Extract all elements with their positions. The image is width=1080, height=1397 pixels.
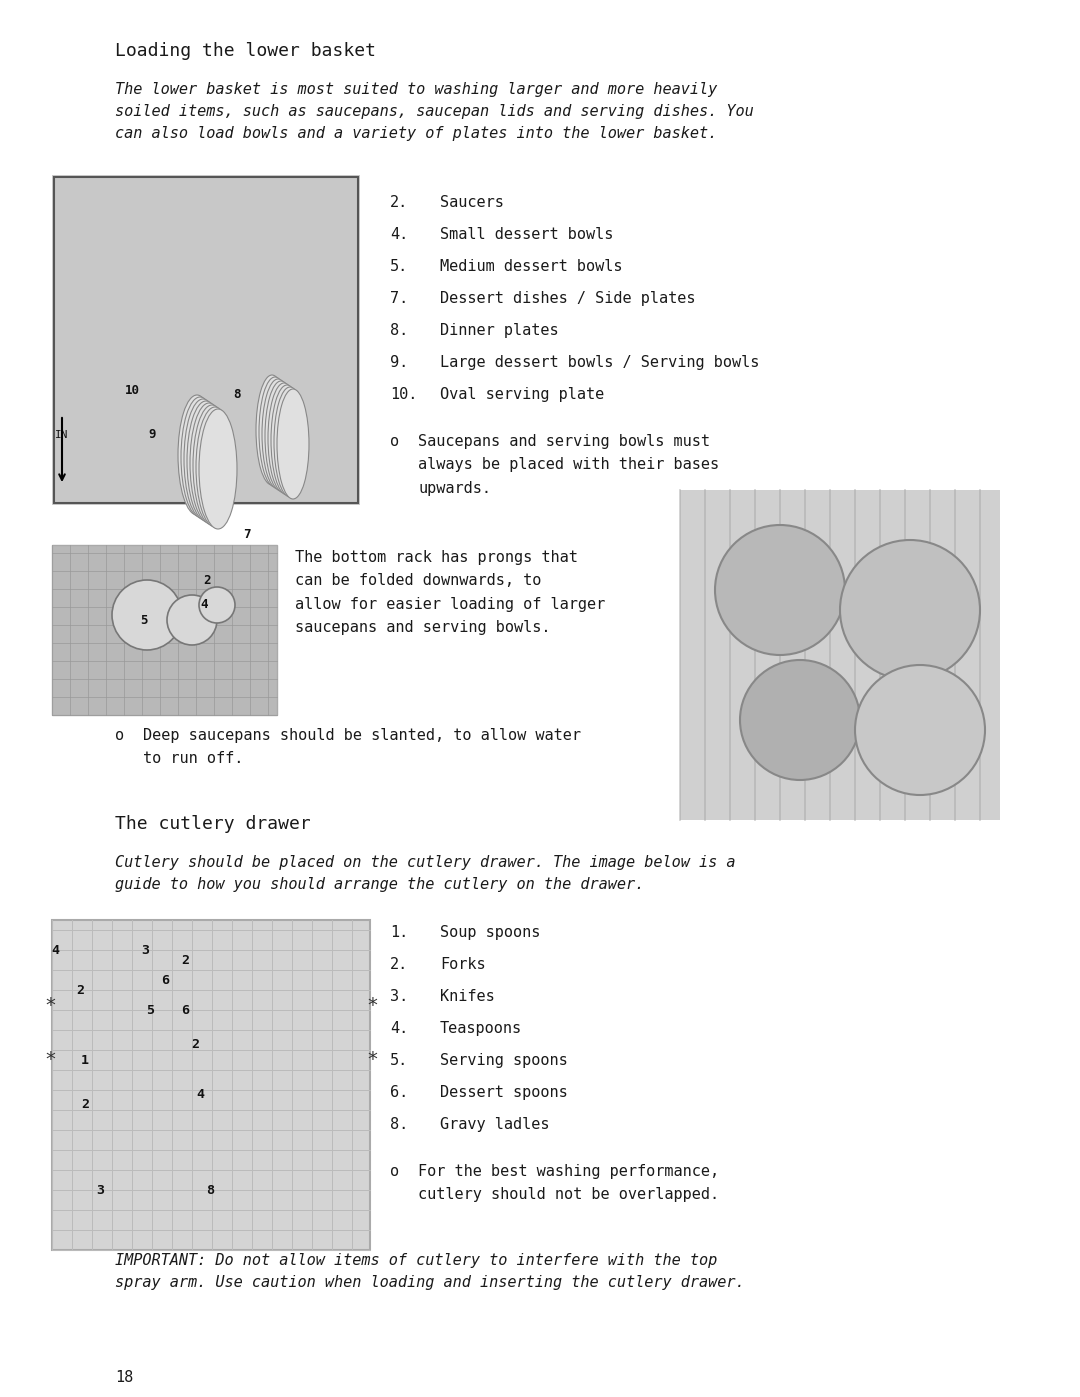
Text: 8.: 8. — [390, 323, 408, 338]
Text: 2.: 2. — [390, 957, 408, 972]
Circle shape — [715, 525, 845, 655]
Text: 9.: 9. — [390, 355, 408, 370]
Ellipse shape — [193, 405, 231, 525]
Text: *: * — [367, 1051, 377, 1070]
Text: 6.: 6. — [390, 1085, 408, 1099]
Text: 8.: 8. — [390, 1118, 408, 1132]
Text: Oval serving plate: Oval serving plate — [440, 387, 604, 402]
Ellipse shape — [190, 402, 228, 522]
Bar — [52, 545, 276, 715]
Text: 5: 5 — [140, 613, 148, 626]
Text: Forks: Forks — [440, 957, 486, 972]
Text: The lower basket is most suited to washing larger and more heavily
soiled items,: The lower basket is most suited to washi… — [114, 82, 754, 141]
Text: 1: 1 — [81, 1053, 89, 1066]
Text: 10: 10 — [124, 384, 139, 397]
Text: Deep saucepans should be slanted, to allow water
to run off.: Deep saucepans should be slanted, to all… — [143, 728, 581, 767]
Ellipse shape — [274, 387, 306, 497]
Circle shape — [740, 659, 860, 780]
Text: For the best washing performance,
cutlery should not be overlapped.: For the best washing performance, cutler… — [418, 1164, 719, 1203]
Text: Dessert spoons: Dessert spoons — [440, 1085, 568, 1099]
Text: Serving spoons: Serving spoons — [440, 1053, 568, 1067]
Circle shape — [167, 595, 217, 645]
Text: o: o — [390, 434, 400, 448]
Text: Saucepans and serving bowls must
always be placed with their bases
upwards.: Saucepans and serving bowls must always … — [418, 434, 719, 496]
Text: Soup spoons: Soup spoons — [440, 925, 540, 940]
Text: Saucers: Saucers — [440, 196, 504, 210]
Text: 2: 2 — [81, 1098, 89, 1112]
Text: Medium dessert bowls: Medium dessert bowls — [440, 258, 622, 274]
Text: 7: 7 — [243, 528, 251, 542]
Text: 4.: 4. — [390, 226, 408, 242]
Text: 8: 8 — [206, 1183, 214, 1196]
Text: 3: 3 — [141, 943, 149, 957]
Text: 10.: 10. — [390, 387, 417, 402]
Text: 2: 2 — [76, 983, 84, 996]
Ellipse shape — [271, 386, 303, 495]
Circle shape — [855, 665, 985, 795]
Text: 5.: 5. — [390, 1053, 408, 1067]
Circle shape — [840, 541, 980, 680]
Text: Dessert dishes / Side plates: Dessert dishes / Side plates — [440, 291, 696, 306]
Ellipse shape — [262, 379, 294, 489]
Text: *: * — [367, 996, 377, 1014]
Ellipse shape — [199, 409, 237, 529]
Bar — [52, 921, 370, 1250]
Text: 7.: 7. — [390, 291, 408, 306]
Bar — [52, 175, 360, 504]
Text: 5: 5 — [146, 1003, 154, 1017]
Text: 6: 6 — [161, 974, 168, 986]
Text: 5.: 5. — [390, 258, 408, 274]
Ellipse shape — [268, 383, 300, 493]
Text: IMPORTANT: Do not allow items of cutlery to interfere with the top
spray arm. Us: IMPORTANT: Do not allow items of cutlery… — [114, 1253, 744, 1291]
Ellipse shape — [181, 397, 219, 517]
Text: 1.: 1. — [390, 925, 408, 940]
Text: Teaspoons: Teaspoons — [440, 1021, 522, 1037]
Text: *: * — [45, 996, 55, 1014]
Text: 18: 18 — [114, 1370, 133, 1384]
Text: o: o — [390, 1164, 400, 1179]
Ellipse shape — [276, 388, 309, 499]
Ellipse shape — [184, 400, 222, 520]
Text: 4.: 4. — [390, 1021, 408, 1037]
Ellipse shape — [195, 407, 234, 527]
Ellipse shape — [187, 401, 225, 521]
Text: 4: 4 — [195, 1088, 204, 1101]
Text: 2: 2 — [191, 1038, 199, 1052]
Text: 2.: 2. — [390, 196, 408, 210]
Bar — [680, 490, 1000, 820]
Circle shape — [199, 587, 235, 623]
Ellipse shape — [259, 377, 291, 488]
Text: 2: 2 — [203, 574, 211, 587]
Text: o: o — [114, 728, 124, 743]
Text: 9: 9 — [148, 429, 156, 441]
Circle shape — [112, 580, 183, 650]
Text: 6: 6 — [181, 1003, 189, 1017]
Text: Dinner plates: Dinner plates — [440, 323, 558, 338]
Bar — [54, 177, 357, 503]
Text: IN: IN — [55, 430, 69, 440]
Text: The cutlery drawer: The cutlery drawer — [114, 814, 311, 833]
Ellipse shape — [265, 381, 297, 490]
Text: 3: 3 — [96, 1183, 104, 1196]
Text: 4: 4 — [51, 943, 59, 957]
Text: 4: 4 — [200, 598, 207, 612]
Text: 8: 8 — [233, 388, 241, 401]
Text: Cutlery should be placed on the cutlery drawer. The image below is a
guide to ho: Cutlery should be placed on the cutlery … — [114, 855, 735, 893]
Text: Small dessert bowls: Small dessert bowls — [440, 226, 613, 242]
Text: Loading the lower basket: Loading the lower basket — [114, 42, 376, 60]
Text: Large dessert bowls / Serving bowls: Large dessert bowls / Serving bowls — [440, 355, 759, 370]
Text: Knifes: Knifes — [440, 989, 495, 1004]
Text: Gravy ladles: Gravy ladles — [440, 1118, 550, 1132]
Ellipse shape — [256, 374, 288, 485]
Text: *: * — [45, 1051, 55, 1070]
Text: 2: 2 — [181, 954, 189, 967]
Ellipse shape — [178, 395, 216, 515]
Text: The bottom rack has prongs that
can be folded downwards, to
allow for easier loa: The bottom rack has prongs that can be f… — [295, 550, 605, 636]
Text: 3.: 3. — [390, 989, 408, 1004]
